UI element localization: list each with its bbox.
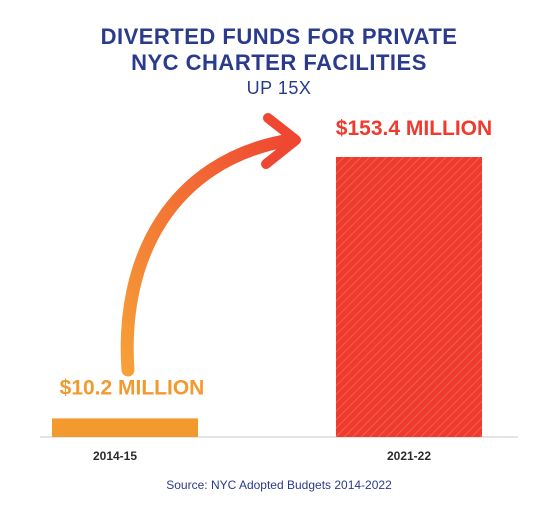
- x-tick-label-2021-22: 2021-22: [387, 449, 431, 463]
- trend-arrowhead-icon: [261, 113, 301, 169]
- x-tick-label-2014-15: 2014-15: [93, 449, 137, 463]
- data-label-2021-22: $153.4 MILLION: [336, 117, 492, 140]
- bar-2021-22: [336, 157, 482, 437]
- labels-group: $10.2 MILLION 2014-15 $153.4 MILLION 2021-2…: [60, 117, 493, 463]
- trend-arrow: [120, 133, 297, 377]
- chart-subtitle: UP 15X: [246, 78, 312, 98]
- chart-title-line-2: NYC CHARTER FACILITIES: [131, 50, 427, 75]
- chart-title-line-1: DIVERTED FUNDS FOR PRIVATE: [100, 24, 458, 49]
- bars-group: [52, 157, 482, 437]
- bar-2014-15: [52, 418, 198, 437]
- data-label-2014-15: $10.2 MILLION: [60, 376, 205, 399]
- source-note: Source: NYC Adopted Budgets 2014-2022: [166, 478, 392, 492]
